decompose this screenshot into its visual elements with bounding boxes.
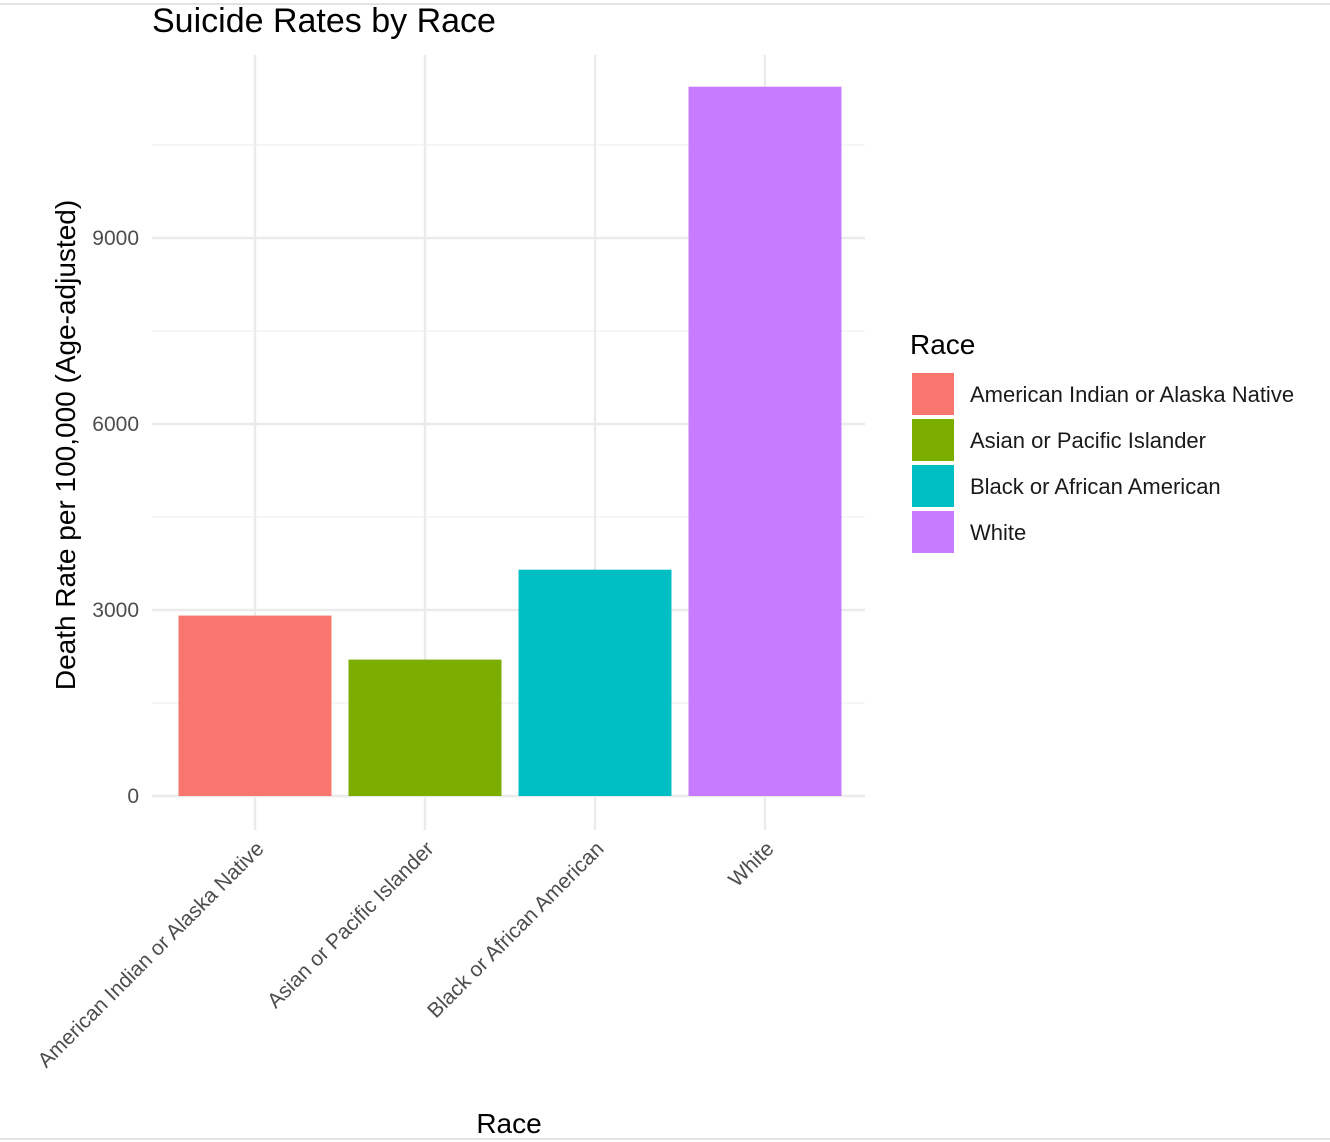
y-tick-label: 0 [127, 785, 139, 808]
legend-swatch [912, 465, 954, 507]
x-tick-label: Black or African American [423, 837, 608, 1022]
legend-label: White [970, 520, 1026, 545]
chart-title: Suicide Rates by Race [152, 2, 496, 40]
legend-swatch [912, 511, 954, 553]
legend-swatch [912, 419, 954, 461]
x-axis-title: Race [476, 1108, 541, 1139]
y-axis-ticks: 0 3000 6000 9000 [92, 227, 139, 808]
legend-label: American Indian or Alaska Native [970, 382, 1294, 407]
y-tick-label: 9000 [92, 227, 139, 250]
legend: Race American Indian or Alaska Native Asi… [910, 329, 1294, 553]
bar [178, 615, 332, 796]
legend-title: Race [910, 329, 975, 360]
x-tick-label: White [724, 837, 778, 891]
legend-swatch [912, 373, 954, 415]
y-tick-label: 6000 [92, 413, 139, 436]
y-tick-label: 3000 [92, 599, 139, 622]
x-tick-label: Asian or Pacific Islander [263, 837, 439, 1013]
legend-label: Black or African American [970, 474, 1221, 499]
y-axis-title: Death Rate per 100,000 (Age-adjusted) [50, 200, 81, 690]
x-tick-label: American Indian or Alaska Native [34, 837, 269, 1072]
bar [688, 86, 842, 797]
bar [518, 569, 672, 796]
legend-label: Asian or Pacific Islander [970, 428, 1206, 453]
bars [178, 86, 842, 797]
bar [348, 659, 502, 796]
